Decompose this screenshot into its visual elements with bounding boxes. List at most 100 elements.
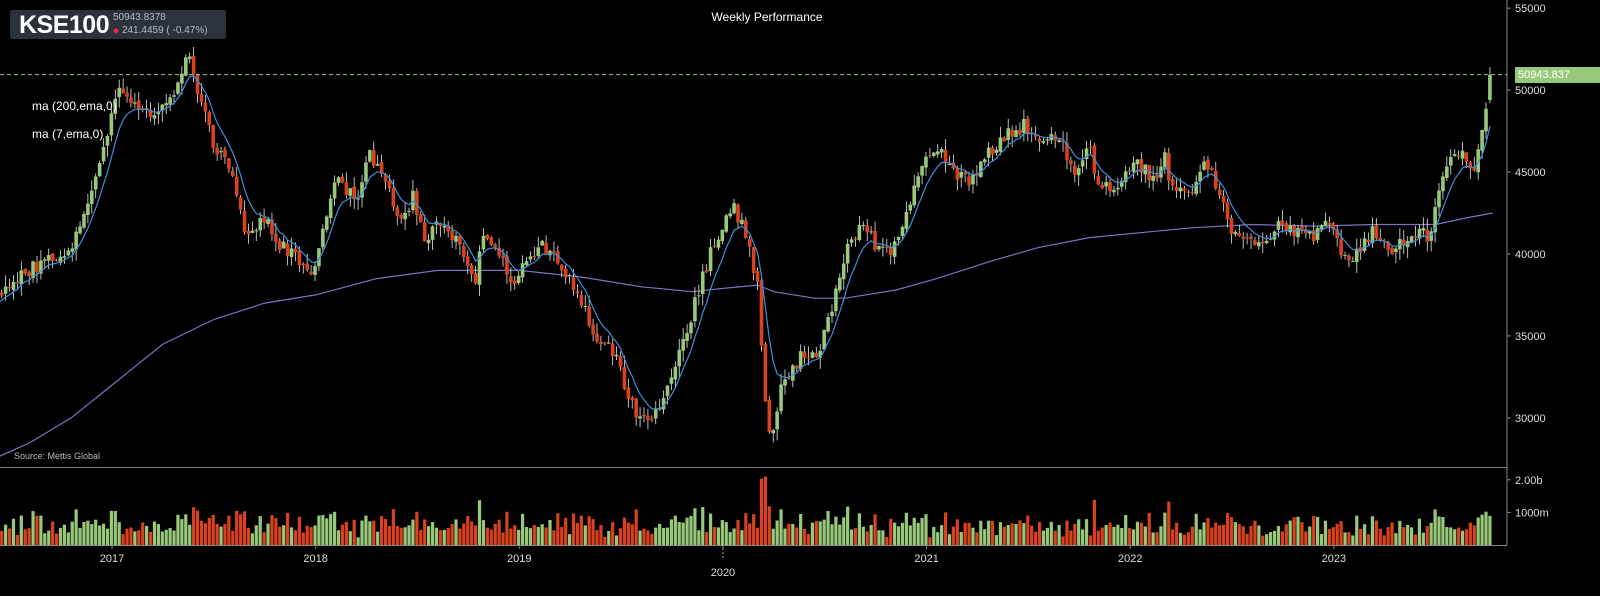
volume-bar [994,535,999,545]
candle-body [230,170,235,176]
candle-body [348,188,353,196]
candle-body [552,250,556,253]
volume-bar [885,537,889,545]
candle-body [512,280,517,284]
candle-body [908,204,913,211]
volume-bar [1120,527,1124,545]
volume-bar [329,514,333,545]
volume-bar [340,524,345,545]
candle-body [877,245,881,250]
candle-body [1264,240,1269,243]
volume-bar [1061,536,1065,545]
candle-body [454,235,458,242]
volume-bar [1214,522,1218,545]
volume-bar [1359,528,1363,545]
volume-bar [270,515,274,545]
volume-bar [1104,525,1108,545]
candle-body [442,225,447,228]
candle-body [798,351,803,369]
candle-body [407,210,411,212]
candle-body [336,177,341,183]
candle-body [904,211,909,229]
volume-bar [489,529,493,545]
candle-body [1104,182,1108,187]
volume-bar [1249,525,1253,545]
volume-bar [975,532,979,545]
volume-bar [853,528,858,545]
candle-body [1390,247,1394,254]
candle-body [845,243,850,264]
volume-bar [1323,520,1328,545]
candle-body [309,271,313,275]
volume-bar [564,517,568,545]
volume-bar [430,522,435,545]
volume-bar [595,530,599,545]
candle-body [1468,162,1473,169]
candle-body [383,174,388,182]
legend-ma7[interactable]: ma (7,ema,0) [32,127,104,141]
volume-bar [11,518,16,545]
volume-bar [1280,531,1284,545]
candle-body [497,247,501,256]
volume-bar [1186,532,1190,545]
candle-body [1413,236,1418,238]
volume-bar [78,527,82,545]
candle-body [630,397,635,400]
candle-body [830,311,834,317]
legend-ma200[interactable]: ma (200,ema,0) [32,99,117,113]
candle-body [1362,238,1367,251]
volume-bar [380,516,384,545]
volume-bar [438,530,442,545]
candle-body [1155,174,1159,179]
candle-body [250,230,255,233]
volume-bar [1010,523,1014,545]
volume-bar [1112,526,1116,545]
volume-bar [693,508,697,545]
candle-body [1096,175,1101,185]
candle-body [673,366,678,380]
volume-tick-label: 1000m [1515,507,1549,519]
volume-bar [481,520,486,545]
candle-body [293,248,298,252]
volume-bar [987,520,991,545]
last-price-label: 50943.837 [1515,67,1600,83]
volume-bar [1398,520,1402,545]
candle-body [885,246,889,248]
volume-bar [1167,501,1171,545]
candle-body [1033,134,1038,137]
volume-bar [1421,532,1425,545]
volume-bar [1339,521,1343,545]
volume-bar [677,522,681,545]
volume-bar [802,528,807,545]
candle-body [1331,222,1336,230]
candle-body [31,261,35,279]
candle-body [802,351,807,358]
volume-bar [1308,526,1312,545]
candle-body [599,341,603,345]
candle-body [1386,241,1390,250]
candle-body [740,219,744,225]
volume-bar [493,523,497,545]
candle-body [430,226,435,240]
candle-body [344,182,349,195]
candle-body [3,286,8,294]
volume-bar [293,530,298,545]
volume-bar [830,524,834,545]
candle-body [853,238,858,240]
volume-bar [771,528,775,545]
volume-bar [215,523,219,545]
volume-bar [846,506,850,545]
volume-bar [548,519,552,545]
volume-bar [141,522,145,545]
volume-bar [1319,533,1324,545]
candle-body [1108,182,1112,192]
volume-bar [1049,521,1053,545]
y-tick-label: 35000 [1515,331,1546,343]
candle-body [23,268,28,274]
candle-body [622,367,627,390]
x-tick-label: 2023 [1322,553,1346,565]
volume-bar [62,524,66,545]
volume-bar [192,507,196,545]
y-tick-label: 55000 [1515,3,1546,15]
